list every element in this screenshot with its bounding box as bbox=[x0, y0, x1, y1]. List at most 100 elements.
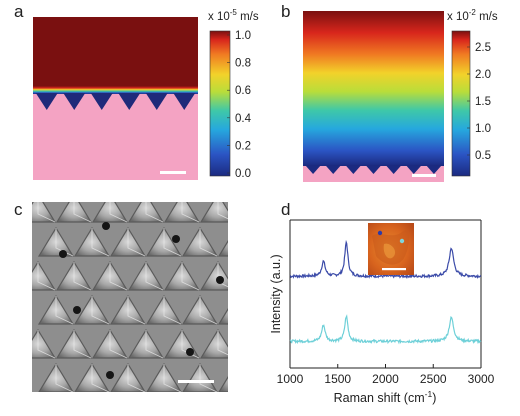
inset-scalebar bbox=[382, 268, 406, 271]
panel-letter-d: d bbox=[281, 200, 291, 219]
panel-a-colorbar bbox=[209, 30, 231, 177]
colorbar-tick-label: 0.4 bbox=[235, 113, 252, 125]
panel-letter-c: c bbox=[14, 200, 23, 219]
sem-ridge bbox=[217, 330, 228, 356]
sem-ridge bbox=[236, 228, 253, 256]
sem-ridge bbox=[181, 330, 200, 359]
sem-ridge bbox=[91, 364, 110, 392]
colorbar-tick-label: 0.0 bbox=[235, 168, 251, 180]
colorbar-tick-label: 0.6 bbox=[235, 85, 251, 97]
panel-b-colorbar bbox=[451, 30, 471, 177]
colorbar-tick-label: 0.2 bbox=[235, 140, 251, 152]
sem-ridge bbox=[73, 330, 92, 359]
chart-x-ticks: 1000 1500 2000 2500 3000 bbox=[277, 364, 495, 386]
spectrum-line-2 bbox=[289, 314, 482, 345]
chart-xlabel: Raman shift (cm-1) bbox=[334, 389, 437, 405]
groove bbox=[63, 93, 86, 110]
chart-series bbox=[289, 239, 482, 345]
sem-ridge bbox=[109, 330, 128, 359]
x-tick-label: 1000 bbox=[277, 372, 304, 386]
panel-a-scalebar bbox=[160, 171, 186, 174]
sem-ridge bbox=[37, 330, 56, 359]
groove bbox=[90, 93, 113, 110]
colorbar-tick-label: 1.0 bbox=[475, 123, 491, 135]
sem-pyramid bbox=[199, 328, 228, 359]
colorbar-tick-label: 1.5 bbox=[475, 96, 491, 108]
panel-a-substrate bbox=[33, 94, 198, 180]
x-tick-label: 1500 bbox=[324, 372, 351, 386]
panel-b-grooves bbox=[305, 165, 442, 174]
sem-ridge bbox=[236, 296, 253, 324]
panel-c-sem-image bbox=[32, 202, 253, 392]
groove bbox=[385, 165, 402, 174]
sem-ridge bbox=[127, 364, 146, 392]
groove bbox=[325, 165, 342, 174]
sem-ridge bbox=[163, 364, 182, 392]
sem-ridge bbox=[199, 228, 218, 257]
panel-d-chart: 1000 1500 2000 2500 3000 Intensity (a.u.) Ra… bbox=[269, 219, 495, 405]
chart-ylabel: Intensity (a.u.) bbox=[269, 254, 283, 333]
groove bbox=[365, 165, 382, 174]
sem-ridge bbox=[91, 228, 110, 257]
groove bbox=[173, 93, 196, 110]
sem-ridge bbox=[55, 296, 74, 325]
groove bbox=[305, 165, 322, 174]
panel-a-boundary-layer bbox=[33, 86, 198, 94]
panel-letter-a: a bbox=[14, 2, 24, 21]
panel-c-scalebar bbox=[178, 380, 214, 383]
panel-a-unit-label: x 10-5 m/s bbox=[208, 8, 259, 23]
sem-particle bbox=[186, 348, 194, 356]
sem-pyramid bbox=[199, 202, 228, 223]
sem-ridge bbox=[91, 296, 110, 325]
groove bbox=[35, 93, 58, 110]
sem-ridge bbox=[37, 202, 56, 223]
x-tick-label: 2000 bbox=[372, 372, 399, 386]
sem-ridge bbox=[217, 202, 228, 220]
groove bbox=[425, 165, 442, 174]
sem-ridge bbox=[73, 262, 92, 291]
colorbar-tick-label: 0.5 bbox=[475, 150, 491, 162]
sem-ridge bbox=[145, 262, 164, 291]
sem-ridge bbox=[181, 202, 200, 223]
colorbar-tick-label: 1.0 bbox=[235, 30, 251, 42]
sem-ridge bbox=[37, 262, 56, 291]
sem-particle bbox=[216, 276, 224, 284]
sem-ridge bbox=[163, 228, 182, 257]
sem-ridge bbox=[55, 364, 74, 392]
sem-particle bbox=[59, 250, 67, 258]
sem-ridge bbox=[127, 296, 146, 325]
x-tick-label: 3000 bbox=[468, 372, 495, 386]
groove bbox=[118, 93, 141, 110]
sem-particle bbox=[106, 371, 114, 379]
sem-ridge bbox=[127, 228, 146, 257]
x-tick-label: 2500 bbox=[420, 372, 447, 386]
groove bbox=[405, 165, 422, 174]
sem-ridge bbox=[199, 296, 218, 325]
sem-texture bbox=[32, 202, 253, 392]
panel-letter-b: b bbox=[281, 2, 291, 21]
sem-ridge bbox=[163, 296, 182, 325]
groove bbox=[145, 93, 168, 110]
panel-b-scalebar bbox=[412, 174, 436, 177]
sem-particle bbox=[73, 306, 81, 314]
panel-b-unit-label: x 10-2 m/s bbox=[447, 8, 498, 23]
inset-point-cyan bbox=[399, 238, 405, 244]
panel-a-grooves bbox=[35, 93, 196, 110]
sem-ridge bbox=[199, 364, 218, 392]
panel-a: 1.0 0.8 0.6 0.4 0.2 0.0 bbox=[33, 17, 252, 180]
groove bbox=[345, 165, 362, 174]
colorbar-tick-label: 2.5 bbox=[475, 42, 491, 54]
panel-b-colorbar-ticks: 2.5 2.0 1.5 1.0 0.5 bbox=[467, 42, 491, 162]
sem-pyramid bbox=[217, 308, 228, 325]
sem-ridge bbox=[109, 202, 128, 223]
sem-particle bbox=[172, 235, 180, 243]
panel-b: 2.5 2.0 1.5 1.0 0.5 bbox=[303, 11, 491, 182]
panel-b-field bbox=[303, 11, 444, 166]
colorbar-tick-label: 0.8 bbox=[235, 58, 251, 70]
colorbar-tick-label: 2.0 bbox=[475, 69, 491, 81]
sem-pyramid bbox=[217, 240, 228, 257]
sem-ridge bbox=[109, 262, 128, 291]
panel-a-field bbox=[33, 17, 198, 89]
spectrum-line-1 bbox=[289, 239, 482, 280]
